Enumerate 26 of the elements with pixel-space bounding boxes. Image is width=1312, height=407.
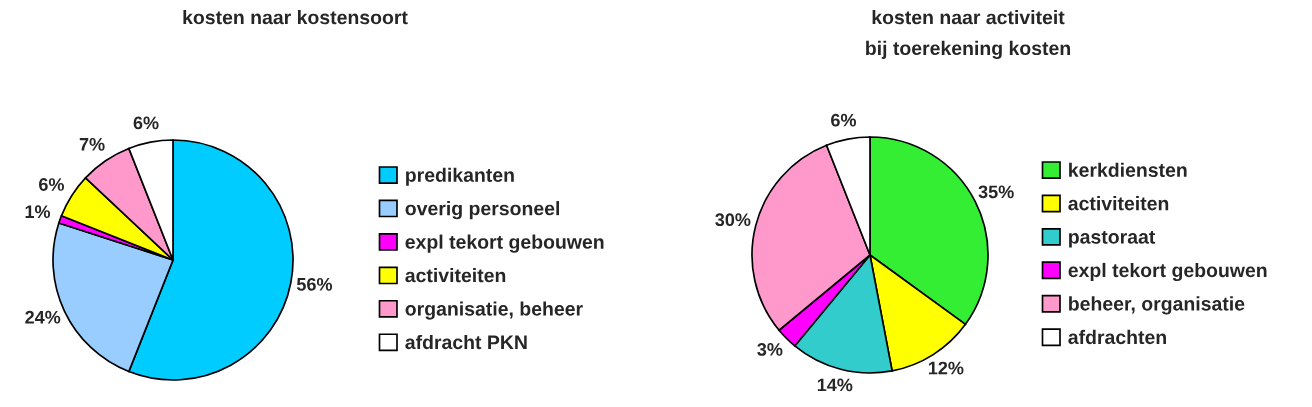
legend-label: afdrachten	[1068, 329, 1166, 345]
legend-label: expl tekort gebouwen	[405, 234, 604, 253]
legend-label: pastoraat	[1069, 230, 1156, 248]
data-label: 35%	[978, 185, 1014, 199]
legend-label: activiteiten	[405, 268, 506, 283]
data-label: 7%	[79, 137, 105, 151]
data-label: 3%	[757, 343, 783, 356]
data-label: 6%	[133, 116, 159, 130]
legend-label: activiteiten	[1068, 196, 1169, 211]
legend-label: kerkdiensten	[1069, 162, 1187, 177]
legend-label: expl tekort gebouwen	[1068, 262, 1267, 282]
legend-label: overig personeel	[405, 201, 560, 220]
data-label: 1%	[25, 205, 51, 219]
data-label: 12%	[928, 361, 964, 375]
data-label: 14%	[817, 378, 853, 392]
data-label: 24%	[25, 310, 61, 324]
legend-label: predikanten	[406, 167, 514, 186]
data-label: 30%	[715, 213, 751, 227]
legend-label: organisatie, beheer	[405, 301, 583, 320]
data-label: 56%	[296, 277, 333, 291]
legend-label: beheer, organisatie	[1069, 296, 1245, 315]
chart-title: kosten naar activiteit bij toerekening kosten	[866, 10, 1070, 60]
legend-label: afdracht PKN	[405, 334, 527, 350]
data-label: 6%	[39, 178, 64, 191]
data-label: 6%	[831, 113, 857, 127]
chart-title: kosten naar kostensoort	[183, 10, 408, 25]
